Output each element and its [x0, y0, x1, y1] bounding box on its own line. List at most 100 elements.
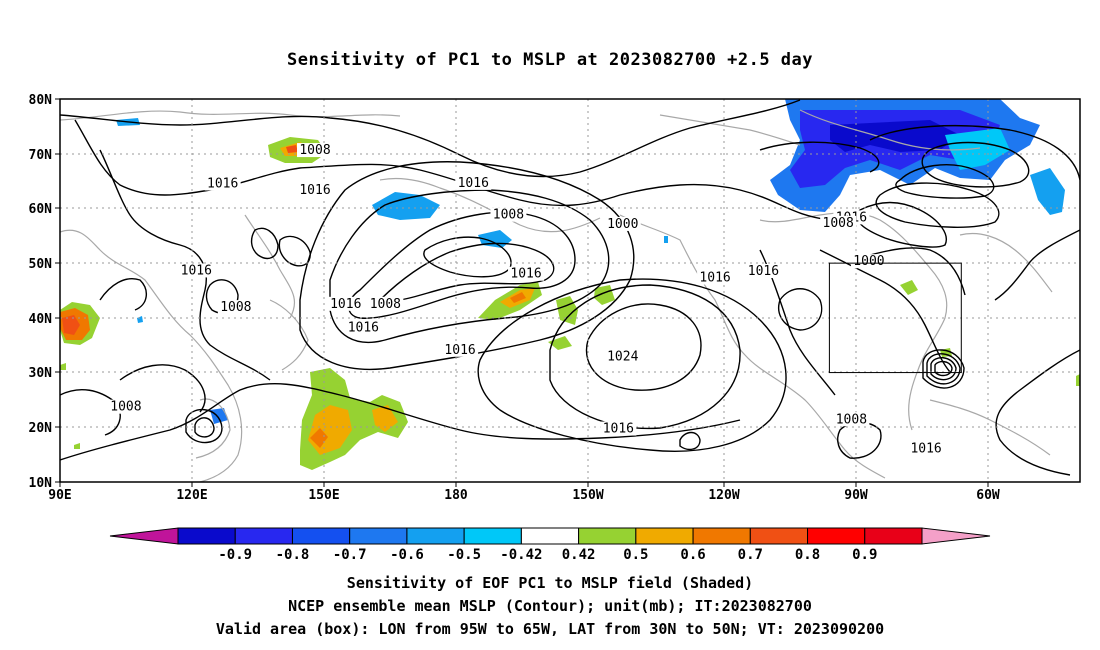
lat-label-80n: 80N: [29, 93, 53, 108]
contour-label-bg: [820, 215, 857, 230]
map-frame: [59, 98, 1081, 483]
coastlines: [60, 109, 1053, 482]
colorbar-label: -0.5: [447, 547, 481, 563]
colorbar-label: 0.9: [852, 547, 877, 563]
positive-area-west-pacific-small: [74, 443, 80, 449]
negative-area-canada-small: [664, 236, 668, 243]
contour-label-bg: [600, 421, 637, 436]
contour-label: 1016: [181, 263, 212, 278]
caption-line-2: NCEP ensemble mean MSLP (Contour); unit(…: [288, 597, 812, 615]
colorbar-cell: [864, 527, 923, 545]
contour-label: 1016: [748, 264, 779, 279]
positive-area-right-edge: [1076, 374, 1080, 386]
positive-area-us-east: [900, 280, 918, 295]
contour-label: 1008: [110, 400, 141, 415]
contour-label: 1016: [910, 441, 941, 456]
contour-label: 1016: [299, 183, 330, 198]
contour-label: 1000: [853, 254, 884, 269]
contour-label-bg: [850, 254, 887, 269]
contour-label-bg: [217, 300, 254, 315]
contour-label-bg: [490, 207, 527, 222]
contour-label-bg: [697, 270, 734, 285]
colorbar-high-extension: [921, 527, 991, 545]
colorbar-cell: [291, 527, 351, 545]
contour-label-bg: [508, 266, 545, 281]
contour-label-bg: [833, 412, 870, 427]
colorbar-label: 0.5: [623, 547, 648, 563]
colorbar-cell: [349, 527, 408, 545]
contour-label: 1016: [458, 176, 489, 191]
colorbar-cell: [234, 527, 293, 545]
contour-label: 1016: [603, 422, 634, 437]
positive-area-siberia-peak: [286, 145, 298, 153]
contour-label: 1016: [444, 343, 475, 358]
contour-label-bg: [107, 399, 144, 414]
contour-label: 1008: [823, 216, 854, 231]
lat-label-70n: 70N: [29, 148, 53, 163]
colorbar-low-extension: [109, 527, 179, 545]
contour-label-bg: [345, 320, 382, 335]
positive-area-small-west: [60, 363, 66, 370]
caption-line-3: Valid area (box): LON from 95W to 65W, L…: [215, 620, 885, 638]
lat-label-40n: 40N: [29, 312, 53, 327]
contour-label: 1008: [836, 412, 867, 427]
colorbar-cell: [578, 527, 637, 545]
negative-area-bering: [372, 192, 440, 220]
colorbar-cell: [692, 527, 751, 545]
colorbar-label: 0.6: [680, 547, 705, 563]
contour-label-bg: [604, 349, 641, 364]
colorbar-label: -0.8: [276, 547, 310, 563]
contour-label: 1008: [220, 300, 251, 315]
contour-label: 1016: [510, 267, 541, 282]
colorbar-label: -0.9: [218, 547, 252, 563]
contour-label-bg: [178, 263, 215, 278]
colorbar-cell: [406, 527, 465, 545]
negative-area-atlantic: [1030, 168, 1065, 215]
colorbar-cell: [177, 527, 236, 545]
lat-label-30n: 30N: [29, 366, 53, 381]
negative-area-philippines: [210, 408, 228, 424]
map-title: Sensitivity of PC1 to MSLP at 2023082700…: [286, 50, 813, 70]
colorbar-label: 0.8: [795, 547, 820, 563]
contour-label: 1016: [207, 176, 238, 191]
contour-label-bg: [204, 176, 241, 191]
contour-label: 1016: [330, 297, 361, 312]
lat-label-20n: 20N: [29, 421, 53, 436]
longitude-labels: 90E 120E 150E 180 150W 120W 90W 60W: [48, 488, 1000, 503]
positive-area-tibet-peak: [62, 315, 80, 335]
lon-label-60w: 60W: [976, 488, 1000, 503]
lon-label-90e: 90E: [48, 488, 71, 503]
lon-label-180: 180: [444, 488, 468, 503]
lat-label-60n: 60N: [29, 202, 53, 217]
positive-area-pacific-small-2: [594, 285, 615, 305]
negative-area-greenland-deep: [830, 120, 960, 152]
valid-area-box: [828, 262, 962, 374]
contour-label-bg: [604, 216, 641, 231]
lon-label-150e: 150E: [308, 488, 339, 503]
colorbar-cell: [749, 527, 809, 545]
contour-label: 1008: [493, 208, 524, 223]
positive-area-west-pacific-core2: [372, 405, 398, 432]
axis-ticks: [55, 98, 989, 487]
colorbar-label: 0.7: [738, 547, 763, 563]
colorbar-cell: [520, 527, 580, 545]
contour-label-bg: [297, 183, 333, 198]
negative-area-greenland-edge: [945, 128, 1010, 170]
contour-label-bg: [455, 175, 492, 190]
lat-label-50n: 50N: [29, 257, 53, 272]
contour-label-bg: [442, 342, 479, 357]
positive-area-pacific-small-3: [548, 336, 572, 350]
colorbar-label: -0.7: [333, 547, 367, 563]
contour-label: 1008: [370, 297, 401, 312]
lon-label-120e: 120E: [176, 488, 207, 503]
colorbar: -0.9 -0.8 -0.7 -0.6 -0.5 -0.42 0.42 0.5 0.6 0.7 0.…: [109, 527, 991, 563]
contour-label-bg: [327, 296, 364, 311]
contour-label-bg: [297, 143, 333, 158]
lon-label-150w: 150W: [572, 488, 603, 503]
lon-label-120w: 120W: [708, 488, 739, 503]
colorbar-cell: [635, 527, 694, 545]
colorbar-cell: [463, 527, 522, 545]
colorbar-cell: [807, 527, 866, 545]
contour-labels: 1008 1016 1016 1016 1008 1000 1016 1000 1008 1016…: [107, 143, 945, 456]
